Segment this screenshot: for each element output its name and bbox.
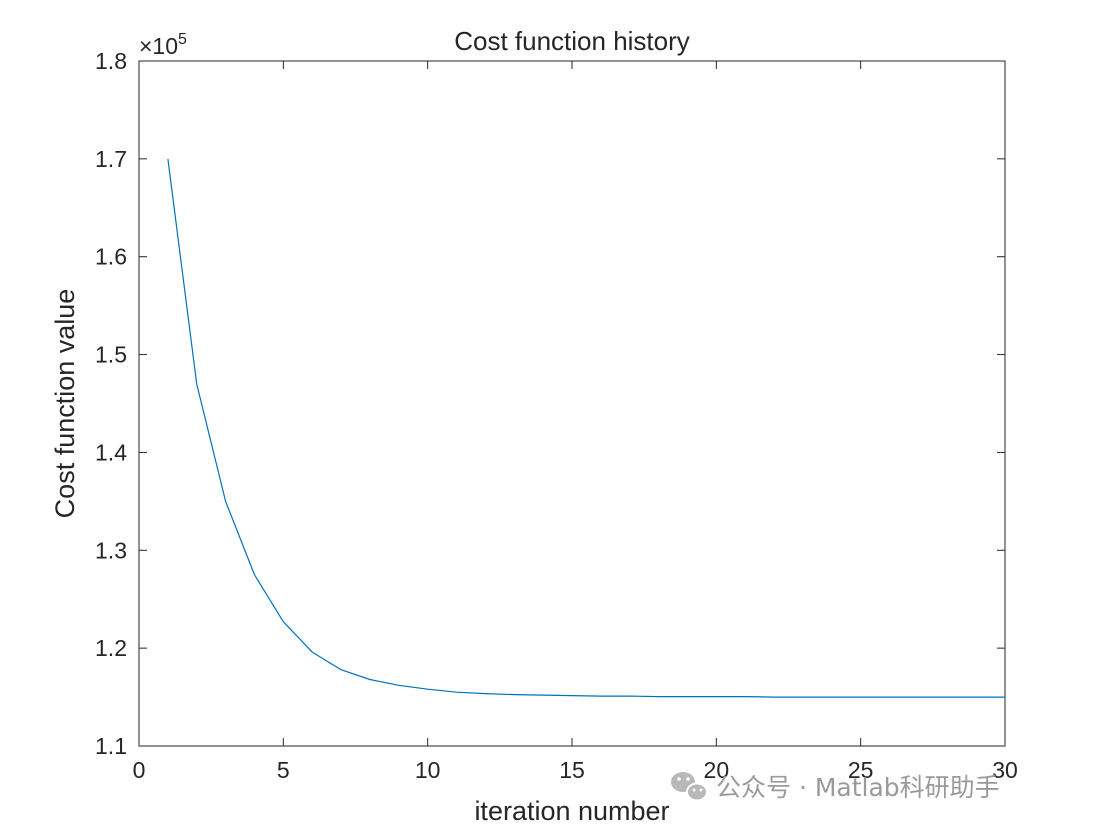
x-axis-label: iteration number	[474, 796, 669, 826]
watermark-text: 公众号 · Matlab科研助手	[716, 773, 1000, 802]
y-exponent-base: ×10	[139, 33, 178, 59]
cost-series-line	[167, 158, 1005, 698]
watermark: 公众号 · Matlab科研助手	[671, 772, 1000, 802]
y-tick-label: 1.4	[95, 439, 127, 465]
y-tick-label: 1.1	[95, 733, 127, 759]
y-axis-label: Cost function value	[50, 289, 80, 519]
y-tick-label: 1.8	[95, 48, 127, 74]
y-tick-label: 1.2	[95, 635, 127, 661]
wechat-icon	[671, 772, 708, 802]
y-exponent-label: ×105	[139, 31, 187, 59]
y-tick-label: 1.3	[95, 537, 127, 563]
x-tick-label: 10	[415, 757, 441, 783]
y-exponent-power: 5	[178, 31, 187, 48]
x-tick-label: 15	[559, 757, 585, 783]
y-tick-label: 1.6	[95, 244, 127, 270]
x-tick-label: 25	[848, 757, 874, 783]
chart-title: Cost function history	[454, 26, 690, 56]
x-tick-label: 20	[704, 757, 730, 783]
axes-box	[138, 60, 1006, 747]
x-tick-label: 30	[992, 757, 1018, 783]
x-tick-label: 0	[133, 757, 146, 783]
x-tick-label: 5	[277, 757, 290, 783]
axes: 0 5 10 15 20 25 30 1.1 1.2 1.3 1.4 1.5 1.6 1.7 1.8	[95, 48, 1018, 783]
y-tick-label: 1.5	[95, 342, 127, 368]
y-tick-label: 1.7	[95, 146, 127, 172]
